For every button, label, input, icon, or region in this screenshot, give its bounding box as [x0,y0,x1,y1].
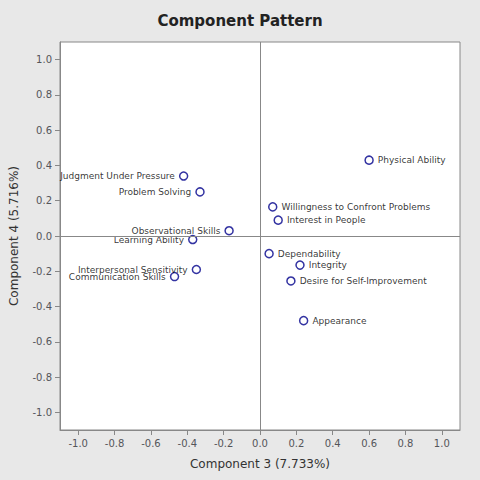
svg-text:Component 4 (5.716%): Component 4 (5.716%) [7,166,21,306]
svg-text:0.8: 0.8 [36,89,52,100]
svg-text:-0.2: -0.2 [32,266,52,277]
svg-text:Problem Solving: Problem Solving [119,187,192,197]
svg-text:0.6: 0.6 [361,438,377,449]
svg-text:Judgment Under Pressure: Judgment Under Pressure [59,171,175,181]
svg-text:0.4: 0.4 [36,160,52,171]
svg-text:0.0: 0.0 [252,438,268,449]
svg-text:Observational Skills: Observational Skills [131,225,221,236]
svg-text:1.0: 1.0 [36,54,52,65]
svg-text:-1.0: -1.0 [32,407,52,418]
svg-text:-0.8: -0.8 [32,372,52,383]
svg-text:Interpersonal Sensitivity: Interpersonal Sensitivity [77,264,188,275]
svg-text:Dependability: Dependability [278,249,341,259]
svg-text:0.0: 0.0 [36,231,52,242]
svg-text:-1.0: -1.0 [68,438,88,449]
svg-text:1.0: 1.0 [434,438,450,449]
svg-text:Interest in People: Interest in People [287,215,366,225]
svg-text:-0.6: -0.6 [32,336,52,347]
svg-text:Communication Skills: Communication Skills [69,272,166,282]
svg-text:0.4: 0.4 [325,438,341,449]
svg-text:-0.8: -0.8 [105,438,125,449]
svg-text:-0.4: -0.4 [32,301,52,312]
svg-text:-0.4: -0.4 [178,438,198,449]
svg-text:Willingness to Confront Proble: Willingness to Confront Problems [281,202,430,212]
svg-text:Component Pattern: Component Pattern [157,12,322,30]
svg-text:0.2: 0.2 [288,438,304,449]
svg-text:-0.2: -0.2 [214,438,234,449]
svg-text:0.6: 0.6 [36,125,52,136]
svg-text:0.8: 0.8 [398,438,414,449]
svg-text:Learning Ability: Learning Ability [113,234,184,245]
svg-text:0.2: 0.2 [36,195,52,206]
svg-text:Physical Ability: Physical Ability [378,155,446,165]
svg-text:Appearance: Appearance [312,316,367,326]
svg-text:Desire for Self-Improvement: Desire for Self-Improvement [300,276,427,286]
svg-text:-0.6: -0.6 [141,438,161,449]
svg-text:Component 3 (7.733%): Component 3 (7.733%) [190,457,330,471]
svg-text:Integrity: Integrity [309,260,348,270]
